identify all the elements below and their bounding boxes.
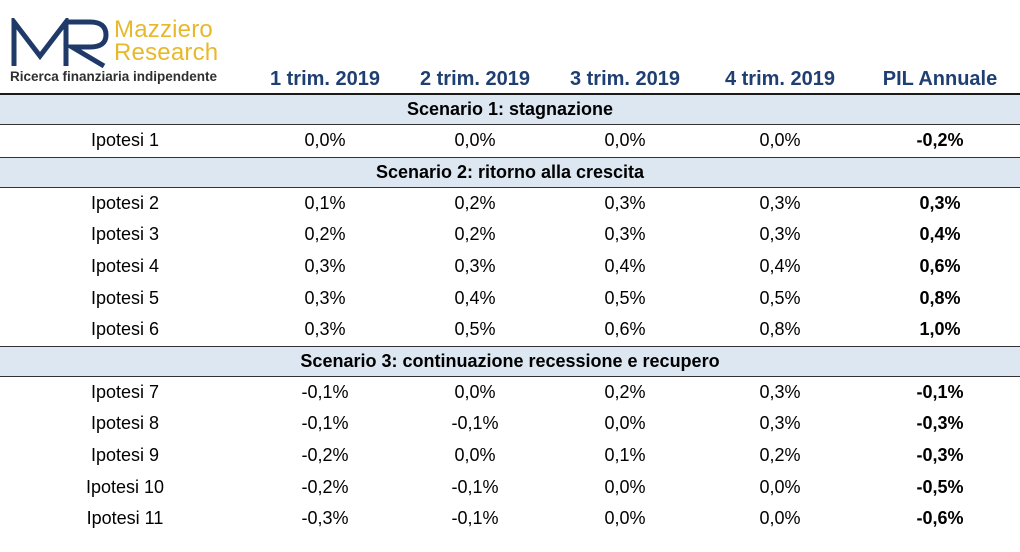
cell-q4: 0,2% — [759, 445, 801, 466]
column-header-q1: 1 trim. 2019 — [250, 66, 400, 95]
cell-q4: 0,8% — [759, 319, 801, 340]
mr-monogram — [11, 18, 109, 68]
brand-name-line1: Mazziero — [114, 16, 213, 43]
cell-q3: 0,0% — [604, 130, 646, 151]
cell-q2: 0,2% — [454, 224, 496, 245]
scenario-title: Scenario 3: continuazione recessione e r… — [0, 345, 1020, 377]
table-row: Ipotesi 6 0,3% 0,5% 0,6% 0,8% 1,0% — [0, 314, 1020, 346]
row-label: Ipotesi 8 — [90, 413, 160, 434]
brand-name-line2: Research — [114, 39, 219, 66]
cell-q4: 0,3% — [759, 413, 801, 434]
table-row: Ipotesi 7 -0,1% 0,0% 0,2% 0,3% -0,1% — [0, 376, 1020, 408]
cell-q1: 0,1% — [304, 192, 346, 213]
column-header — [0, 66, 250, 95]
table-row: Ipotesi 11 -0,3% -0,1% 0,0% 0,0% -0,6% — [0, 503, 1020, 535]
column-header-q3: 3 trim. 2019 — [550, 66, 700, 95]
cell-q3: 0,6% — [604, 319, 646, 340]
row-label: Ipotesi 5 — [90, 287, 160, 308]
cell-q3: 0,0% — [604, 508, 646, 529]
table-row: Ipotesi 9 -0,2% 0,0% 0,1% 0,2% -0,3% — [0, 440, 1020, 472]
cell-q1: 0,2% — [304, 224, 346, 245]
cell-pil: 0,6% — [919, 256, 961, 277]
cell-q1: -0,2% — [301, 476, 349, 497]
cell-q4: 0,3% — [759, 381, 801, 402]
table-row: Ipotesi 2 0,1% 0,2% 0,3% 0,3% 0,3% — [0, 187, 1020, 219]
cell-q2: -0,1% — [451, 508, 499, 529]
cell-q4: 0,4% — [759, 256, 801, 277]
table-row: Ipotesi 4 0,3% 0,3% 0,4% 0,4% 0,6% — [0, 251, 1020, 283]
brand-name: Mazziero Research — [114, 16, 219, 66]
scenario-header-row: Scenario 2: ritorno alla crescita — [0, 156, 1020, 188]
scenario-header-row: Scenario 3: continuazione recessione e r… — [0, 345, 1020, 377]
cell-q4: 0,0% — [759, 476, 801, 497]
cell-pil: -0,2% — [916, 130, 964, 151]
row-label: Ipotesi 7 — [90, 381, 160, 402]
cell-pil: -0,6% — [916, 508, 964, 529]
cell-q2: 0,5% — [454, 319, 496, 340]
cell-q3: 0,5% — [604, 287, 646, 308]
table-row: Ipotesi 1 0,0% 0,0% 0,0% 0,0% -0,2% — [0, 125, 1020, 158]
cell-q3: 0,4% — [604, 256, 646, 277]
cell-pil: 0,4% — [919, 224, 961, 245]
cell-pil: 0,8% — [919, 287, 961, 308]
table-row: Ipotesi 8 -0,1% -0,1% 0,0% 0,3% -0,3% — [0, 408, 1020, 440]
cell-q2: 0,2% — [454, 192, 496, 213]
row-label: Ipotesi 4 — [90, 256, 160, 277]
cell-pil: -0,1% — [916, 381, 964, 402]
cell-pil: -0,3% — [916, 445, 964, 466]
cell-q3: 0,3% — [604, 224, 646, 245]
cell-q2: 0,0% — [454, 445, 496, 466]
cell-q2: 0,3% — [454, 256, 496, 277]
column-header-pil: PIL Annuale — [860, 66, 1020, 95]
cell-q3: 0,3% — [604, 192, 646, 213]
cell-q1: 0,3% — [304, 287, 346, 308]
table-row: Ipotesi 3 0,2% 0,2% 0,3% 0,3% 0,4% — [0, 219, 1020, 251]
table-row: Ipotesi 10 -0,2% -0,1% 0,0% 0,0% -0,5% — [0, 471, 1020, 503]
cell-q4: 0,5% — [759, 287, 801, 308]
cell-q1: 0,3% — [304, 256, 346, 277]
cell-q4: 0,0% — [759, 508, 801, 529]
row-label: Ipotesi 1 — [90, 130, 160, 151]
cell-q3: 0,2% — [604, 381, 646, 402]
cell-q4: 0,3% — [759, 224, 801, 245]
scenario-title: Scenario 2: ritorno alla crescita — [0, 156, 1020, 188]
cell-q2: 0,0% — [454, 130, 496, 151]
cell-pil: 0,3% — [919, 192, 961, 213]
cell-q2: -0,1% — [451, 476, 499, 497]
cell-q3: 0,1% — [604, 445, 646, 466]
row-label: Ipotesi 3 — [90, 224, 160, 245]
row-label: Ipotesi 6 — [90, 319, 160, 340]
cell-q1: -0,3% — [301, 508, 349, 529]
cell-pil: -0,5% — [916, 476, 964, 497]
row-label: Ipotesi 2 — [90, 192, 160, 213]
cell-q1: -0,1% — [301, 381, 349, 402]
cell-q3: 0,0% — [604, 413, 646, 434]
gdp-scenarios-table: 1 trim. 2019 2 trim. 2019 3 trim. 2019 4… — [0, 66, 1020, 535]
cell-pil: 1,0% — [919, 319, 961, 340]
scenario-header-row: Scenario 1: stagnazione — [0, 93, 1020, 125]
cell-q1: 0,0% — [304, 130, 346, 151]
cell-q1: -0,2% — [301, 445, 349, 466]
cell-q4: 0,0% — [759, 130, 801, 151]
cell-q1: -0,1% — [301, 413, 349, 434]
row-label: Ipotesi 9 — [90, 445, 160, 466]
cell-q4: 0,3% — [759, 192, 801, 213]
cell-q2: 0,4% — [454, 287, 496, 308]
scenario-title: Scenario 1: stagnazione — [0, 93, 1020, 125]
cell-q2: -0,1% — [451, 413, 499, 434]
table-row: Ipotesi 5 0,3% 0,4% 0,5% 0,5% 0,8% — [0, 282, 1020, 314]
cell-pil: -0,3% — [916, 413, 964, 434]
cell-q3: 0,0% — [604, 476, 646, 497]
row-label: Ipotesi 10 — [85, 476, 165, 497]
column-header-q2: 2 trim. 2019 — [400, 66, 550, 95]
row-label: Ipotesi 11 — [86, 508, 164, 529]
cell-q1: 0,3% — [304, 319, 346, 340]
table-header-row: 1 trim. 2019 2 trim. 2019 3 trim. 2019 4… — [0, 66, 1020, 95]
column-header-q4: 4 trim. 2019 — [700, 66, 860, 95]
cell-q2: 0,0% — [454, 381, 496, 402]
